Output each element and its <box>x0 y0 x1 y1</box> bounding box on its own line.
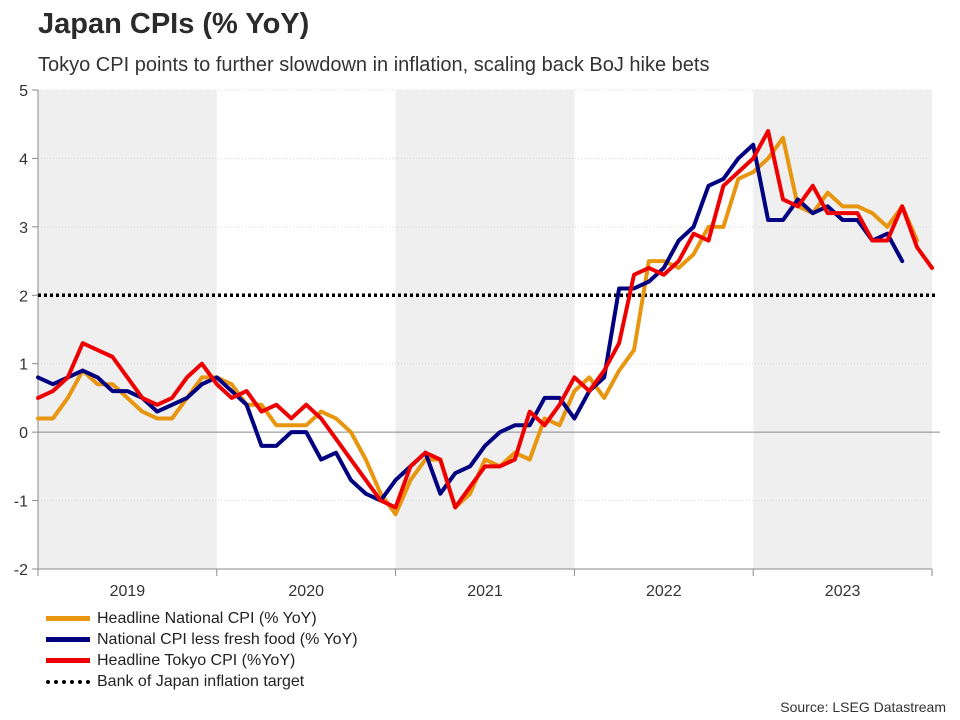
y-tick-label: 4 <box>19 151 28 168</box>
legend-label: National CPI less fresh food (% YoY) <box>97 630 358 648</box>
legend-label: Headline National CPI (% YoY) <box>97 609 317 627</box>
year-band-2019 <box>38 90 217 569</box>
y-tick-label: 1 <box>19 357 28 374</box>
legend-swatch-boj-target <box>46 679 90 684</box>
chart-subtitle: Tokyo CPI points to further slowdown in … <box>38 54 710 76</box>
legend-item-boj-target: Bank of Japan inflation target <box>46 671 358 692</box>
x-tick-label-2020: 2020 <box>288 583 324 600</box>
x-tick-label-2019: 2019 <box>110 583 146 600</box>
y-tick-label: 3 <box>19 220 28 237</box>
legend-item-headline-tokyo: Headline Tokyo CPI (%YoY) <box>46 650 358 671</box>
legend-label: Bank of Japan inflation target <box>97 672 305 690</box>
legend: Headline National CPI (% YoY) National C… <box>46 608 358 692</box>
x-tick-label-2022: 2022 <box>646 583 682 600</box>
legend-swatch-headline-tokyo <box>46 658 90 663</box>
y-tick-label: -2 <box>14 562 28 579</box>
source-note: Source: LSEG Datastream <box>780 699 946 715</box>
legend-label: Headline Tokyo CPI (%YoY) <box>97 651 296 669</box>
x-tick-label-2021: 2021 <box>467 583 503 600</box>
y-tick-label: 0 <box>19 425 28 442</box>
x-tick-label-2023: 2023 <box>825 583 861 600</box>
legend-item-headline-national: Headline National CPI (% YoY) <box>46 608 358 629</box>
headline-tokyo-cpi-line-group <box>36 129 934 510</box>
year-band-2023 <box>753 90 932 569</box>
year-band-2021 <box>395 90 575 569</box>
legend-swatch-headline-national <box>46 616 90 621</box>
legend-item-core-national: National CPI less fresh food (% YoY) <box>46 629 358 650</box>
y-tick-label: -1 <box>14 494 28 511</box>
y-tick-label: 5 <box>19 83 28 100</box>
legend-swatch-core-national <box>46 637 90 642</box>
y-tick-label: 2 <box>19 288 28 305</box>
chart-title: Japan CPIs (% YoY) <box>38 8 310 40</box>
